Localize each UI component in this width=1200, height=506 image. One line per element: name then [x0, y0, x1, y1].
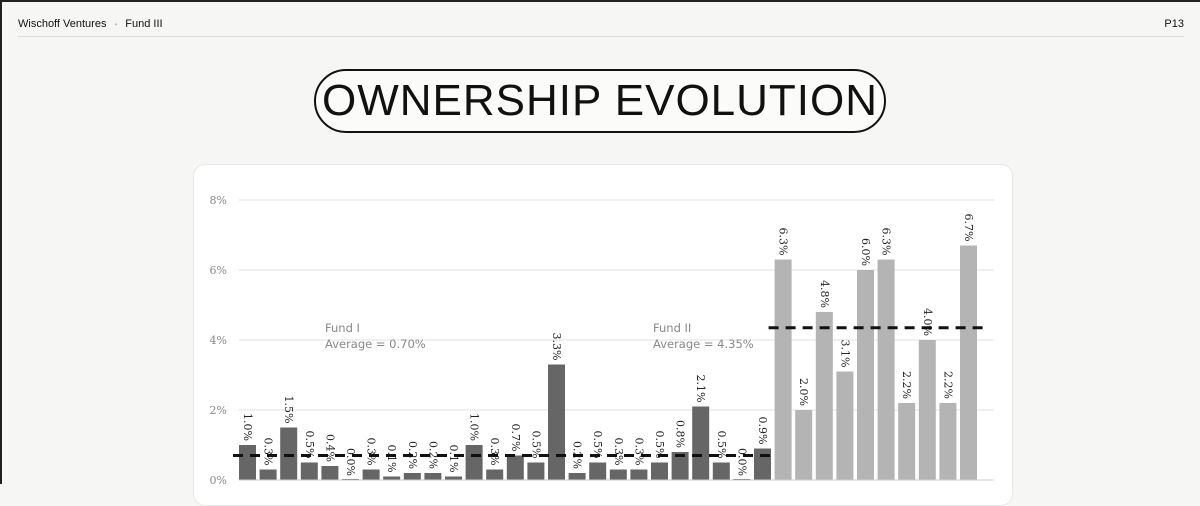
bar — [877, 259, 895, 480]
fund1-name-label: Fund I — [325, 321, 360, 335]
bar — [712, 462, 730, 480]
fund2-name-label: Fund II — [653, 321, 692, 335]
bar — [239, 445, 256, 480]
bar-value-label: 0.8% — [674, 420, 687, 448]
page-frame — [0, 0, 1200, 484]
bar-value-label: 0.5% — [529, 431, 542, 459]
bar-value-label: 2.0% — [797, 378, 810, 406]
bar — [300, 462, 318, 480]
y-tick-label: 6% — [210, 264, 227, 277]
bar — [465, 445, 483, 480]
bar-value-label: 1.0% — [468, 413, 481, 441]
bar-value-label: 0.1% — [447, 445, 460, 473]
bar-value-label: 0.3% — [612, 438, 625, 466]
bar-value-label: 0.1% — [385, 445, 398, 473]
bar-value-label: 0.0% — [344, 448, 357, 476]
bar-value-label: 4.8% — [818, 280, 831, 308]
bar — [774, 259, 792, 480]
bar — [280, 427, 298, 480]
title-pill: OWNERSHIP EVOLUTION — [314, 69, 886, 133]
page-number: P13 — [1164, 18, 1184, 30]
bar — [630, 469, 648, 480]
bar — [609, 469, 627, 480]
bar — [754, 448, 771, 480]
bar — [259, 469, 277, 480]
bar-value-label: 6.7% — [962, 214, 975, 242]
bar — [486, 469, 504, 480]
bar-value-label: 0.3% — [632, 438, 645, 466]
bar-value-label: 0.2% — [426, 441, 439, 469]
ownership-bar-chart: 0% 2% 4% 6% 8% 1.0% 0.3% 1.5% 0.5% 0.4% 0.0% 0.3% 0.… — [210, 194, 994, 487]
bar — [527, 462, 545, 480]
bar-value-label: 3.1% — [838, 340, 851, 368]
bar — [445, 476, 462, 480]
bar — [424, 473, 442, 480]
bar-value-label: 6.3% — [880, 228, 893, 256]
bar — [321, 466, 339, 480]
bar-value-label: 2.2% — [900, 371, 913, 399]
brand-name: Wischoff Ventures — [18, 18, 107, 30]
bar-value-label: 0.5% — [303, 431, 316, 459]
bar-value-label: 2.1% — [694, 375, 707, 403]
y-tick-label: 4% — [210, 334, 227, 347]
bar-value-label: 6.0% — [859, 238, 872, 266]
bar — [795, 410, 813, 480]
bar — [960, 245, 977, 480]
bar — [568, 473, 586, 480]
bar — [671, 452, 689, 480]
bar — [651, 462, 668, 480]
breadcrumb-separator: • — [114, 19, 118, 29]
bar-value-label: 0.7% — [509, 424, 522, 452]
bar-value-label: 0.5% — [715, 431, 728, 459]
bar — [836, 371, 854, 480]
y-tick-label: 8% — [210, 194, 227, 207]
bar-value-label: 0.3% — [262, 438, 275, 466]
fund1-average-label: Average = 0.70% — [325, 337, 426, 351]
y-tick-label: 0% — [210, 474, 227, 487]
section-name: Fund III — [125, 18, 163, 30]
bar-value-label: 1.0% — [241, 413, 254, 441]
bar — [589, 462, 607, 480]
bar — [918, 340, 936, 480]
bar — [403, 473, 421, 480]
bar-value-label: 1.5% — [282, 396, 295, 424]
bar-value-label: 0.9% — [756, 417, 769, 445]
bar — [692, 406, 710, 480]
bar — [898, 403, 916, 480]
bar-value-label: 6.3% — [777, 228, 790, 256]
y-tick-label: 2% — [210, 404, 227, 417]
fund2-annotation: Fund II Average = 4.35% — [653, 320, 754, 352]
bar-value-label: 4.0% — [921, 308, 934, 336]
bar-value-label: 0.5% — [653, 431, 666, 459]
header-divider — [18, 36, 1184, 37]
bar — [506, 455, 524, 480]
bar-value-label: 2.2% — [941, 371, 954, 399]
fund2-average-label: Average = 4.35% — [653, 337, 754, 351]
chart-card: 0% 2% 4% 6% 8% 1.0% 0.3% 1.5% 0.5% 0.4% 0.0% 0.3% 0.… — [193, 164, 1013, 506]
bar — [383, 476, 401, 480]
bar-value-label: 0.5% — [591, 431, 604, 459]
bar-value-label: 0.3% — [365, 438, 378, 466]
bar-value-label: 0.4% — [323, 434, 336, 462]
bar — [939, 403, 957, 480]
fund1-annotation: Fund I Average = 0.70% — [325, 320, 426, 352]
bar — [362, 469, 380, 480]
bar-value-label: 3.3% — [550, 333, 563, 361]
bar-value-label: 0.0% — [735, 448, 748, 476]
top-bar: Wischoff Ventures • Fund III P13 — [18, 12, 1184, 36]
page-title: OWNERSHIP EVOLUTION — [321, 76, 879, 125]
bar-value-label: 0.3% — [488, 438, 501, 466]
bar — [548, 364, 565, 480]
bar — [857, 270, 874, 480]
bar — [815, 312, 833, 480]
